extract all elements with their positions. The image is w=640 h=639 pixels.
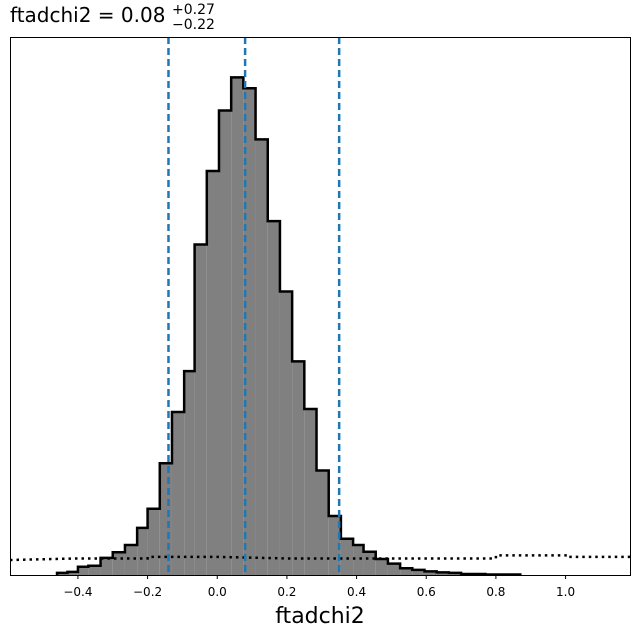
histogram-bar: [147, 508, 160, 575]
histogram-bar: [387, 563, 401, 575]
histogram-bar: [159, 463, 172, 575]
chart-title: ftadchi2 = 0.08: [10, 3, 165, 27]
prior-distribution-line: [9, 554, 630, 562]
histogram-bar: [412, 569, 425, 575]
histogram-bar: [77, 566, 89, 575]
histogram-bar: [279, 291, 293, 575]
histogram-bar: [292, 361, 305, 575]
x-tick-label: 0.0: [208, 585, 227, 599]
histogram-bar: [255, 139, 268, 575]
histogram-bar: [424, 571, 437, 575]
x-tick-label: −0.2: [133, 585, 162, 599]
histogram-bar: [112, 552, 125, 575]
histogram-bar: [231, 77, 244, 575]
histogram-bar: [353, 544, 364, 575]
histogram-bar: [243, 88, 256, 575]
histogram-bar: [194, 244, 207, 576]
histogram-bar: [340, 538, 354, 575]
histogram-outline: [55, 76, 522, 576]
histogram-bar: [363, 551, 376, 575]
histogram-bar: [218, 110, 232, 575]
histogram-bar: [328, 516, 341, 575]
histogram-bar: [206, 170, 219, 575]
histogram-bar: [304, 408, 317, 575]
plot-area: [9, 37, 630, 576]
histogram-bar: [88, 565, 101, 575]
histogram-bar: [67, 571, 78, 575]
x-tick-label: −0.4: [63, 585, 92, 599]
x-axis-ticks: −0.4 −0.2 0.0 0.2 0.4 0.6 0.8 1.0: [63, 575, 575, 599]
x-tick-label: 0.2: [277, 585, 296, 599]
histogram-bar: [100, 557, 113, 575]
x-tick-label: 0.6: [417, 585, 436, 599]
histogram-bar: [375, 558, 388, 575]
histogram-bar: [436, 572, 449, 575]
histogram-bar: [316, 470, 329, 575]
histogram-bar: [171, 412, 185, 575]
chart-title-upper-error: +0.27: [172, 2, 215, 18]
plot-frame: [10, 37, 631, 576]
x-axis-label: ftadchi2: [275, 604, 365, 629]
histogram-bar: [124, 544, 138, 575]
histogram-bar: [184, 371, 195, 575]
x-tick-label: 1.0: [556, 585, 575, 599]
x-tick-label: 0.8: [486, 585, 505, 599]
x-tick-label: 0.4: [347, 585, 366, 599]
chart-title-lower-error: −0.22: [172, 17, 215, 33]
histogram-bar: [400, 568, 413, 575]
histogram-bar: [267, 221, 280, 575]
histogram-bar: [137, 527, 148, 575]
